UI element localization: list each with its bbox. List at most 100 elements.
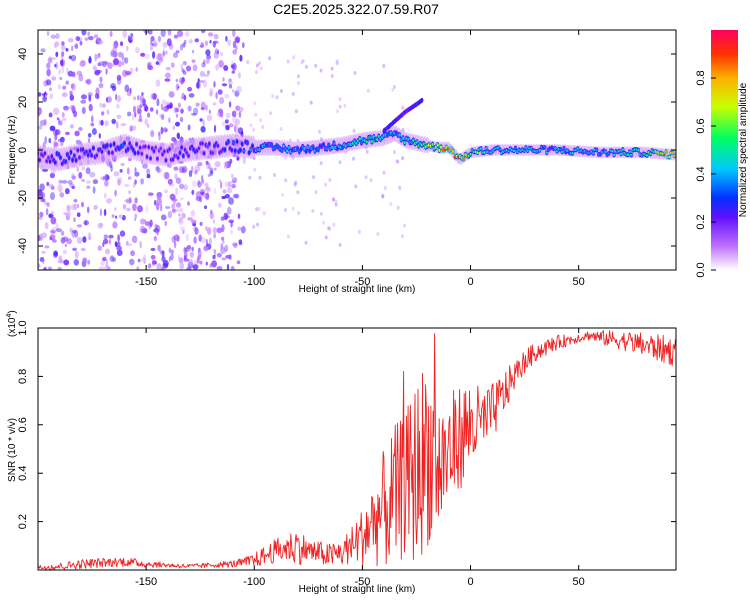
spectrogram-noise-point	[146, 173, 151, 179]
spectrogram-noise-point	[87, 31, 90, 37]
spectrogram-noise-point	[104, 61, 109, 65]
spectrogram-noise-point	[50, 216, 57, 225]
spectrogram-noise-point	[137, 258, 141, 263]
spectrogram-noise-point	[147, 65, 154, 71]
spectrogram-noise-point	[128, 190, 132, 195]
spectrogram-noise-point	[173, 34, 179, 39]
spectrogram-noise-point	[95, 40, 98, 45]
spectrogram-noise-point	[305, 64, 308, 69]
spectrogram-ridge-point	[235, 139, 239, 144]
spectrogram-noise-point	[228, 123, 234, 128]
spectrogram-noise-point	[178, 166, 185, 174]
spectrogram-noise-point	[60, 136, 65, 143]
spectrogram-noise-point	[106, 175, 110, 180]
spectrogram-noise-point	[392, 85, 396, 89]
spectrogram-noise-point	[122, 203, 127, 210]
spectrogram-noise-point	[124, 199, 130, 203]
spectrogram-noise-point	[125, 45, 129, 52]
spectrogram-noise-point	[49, 183, 53, 188]
spectrogram-ridge-point	[90, 153, 93, 157]
spectrogram-noise-point	[67, 70, 74, 77]
spectrogram-noise-point	[314, 63, 318, 68]
spectrogram-noise-point	[179, 226, 186, 231]
spectrogram-noise-point	[383, 185, 387, 190]
spectrogram-noise-point	[74, 130, 80, 137]
spectrogram-noise-point	[114, 241, 118, 248]
spectrogram-noise-point	[117, 234, 120, 242]
spectrogram-noise-point	[131, 113, 135, 121]
spectrogram-ridge-point	[611, 149, 614, 153]
spectrogram-noise-point	[187, 201, 190, 206]
spectrogram-noise-point	[192, 64, 198, 72]
spectrogram-noise-point	[225, 112, 231, 119]
spectrogram-noise-point	[62, 236, 69, 242]
spectrogram-branch-point	[420, 97, 424, 103]
spectrogram-ridge-point	[152, 149, 156, 153]
spectrogram-ridge-point	[38, 158, 41, 162]
spectrogram-noise-point	[102, 242, 105, 248]
spectrogram-ridge-point	[469, 153, 472, 156]
spectrogram-ridge-point	[85, 150, 88, 154]
spectrogram-noise-point	[166, 104, 173, 109]
spectrogram-ridge-point	[88, 149, 92, 153]
spectrogram-noise-point	[196, 81, 200, 89]
spectrogram-noise-point	[126, 207, 131, 212]
spectrogram-noise-point	[129, 258, 135, 266]
spectrogram-noise-point	[184, 39, 187, 45]
spectrogram-noise-point	[60, 59, 64, 66]
spectrogram-noise-point	[171, 137, 177, 142]
spectrogram-ridge-point	[607, 152, 611, 155]
spectrogram-noise-point	[62, 117, 67, 122]
spectrogram-ridge-point	[545, 151, 548, 155]
spectrogram-noise-point	[191, 189, 195, 195]
spectrogram-noise-point	[156, 263, 162, 270]
spectrogram-noise-point	[155, 53, 162, 62]
spectrogram-noise-point	[178, 217, 183, 224]
spectrogram-ridge-point	[138, 145, 142, 150]
spectrogram-noise-point	[60, 139, 64, 147]
spectrogram-noise-point	[78, 73, 84, 82]
colorbar-tick-label: 0.2	[695, 214, 707, 229]
spectrogram-noise-point	[255, 207, 259, 212]
spectrogram-ridge-point	[512, 149, 515, 153]
spectrogram-noise-point	[182, 229, 185, 235]
spectrogram-noise-point	[179, 183, 185, 190]
spectrogram-noise-point	[152, 260, 157, 265]
snr-x-tick-label: -100	[243, 576, 265, 588]
spectrogram-noise-point	[110, 164, 113, 173]
spectrogram-noise-point	[236, 85, 242, 93]
spectrogram-noise-point	[199, 260, 203, 265]
spectrogram-noise-point	[55, 228, 62, 233]
spectrogram-noise-point	[43, 267, 47, 270]
spectrogram-ridge-point	[664, 149, 668, 153]
spectrogram-noise-point	[91, 128, 97, 135]
spectrogram-noise-point	[155, 109, 159, 115]
spectrogram-noise-point	[42, 168, 48, 172]
spectrogram-noise-point	[116, 176, 123, 184]
spectrogram-noise-point	[65, 131, 70, 136]
spectrogram-noise-point	[238, 111, 242, 118]
spectrogram-noise-point	[69, 227, 72, 233]
spectrogram-ridge-point	[576, 147, 579, 150]
spectrogram-ridge-point	[407, 137, 410, 142]
spectrogram-noise-point	[51, 76, 57, 81]
spectrogram-noise-point	[201, 191, 204, 197]
spectrogram-noise-point	[253, 167, 257, 172]
spectrogram-ridge-point	[180, 145, 183, 150]
spectrogram-noise-point	[297, 81, 300, 86]
spectrogram-noise-point	[48, 55, 52, 63]
spectrogram-ridge-point	[398, 133, 401, 137]
spectrogram-x-tick-label: 0	[467, 276, 473, 288]
spectrogram-noise-point	[284, 178, 288, 183]
spectrogram-noise-point	[180, 197, 184, 201]
spectrogram-ridge-point	[234, 149, 237, 153]
spectrogram-noise-point	[134, 179, 137, 185]
spectrogram-noise-point	[97, 62, 102, 67]
spectrogram-noise-point	[86, 78, 92, 85]
spectrogram-noise-point	[318, 129, 321, 134]
spectrogram-ridge-point	[370, 139, 374, 144]
spectrogram-noise-point	[98, 82, 104, 89]
spectrogram-noise-point	[128, 37, 133, 43]
spectrogram-ridge-point	[230, 148, 233, 152]
spectrogram-noise-point	[121, 61, 125, 66]
